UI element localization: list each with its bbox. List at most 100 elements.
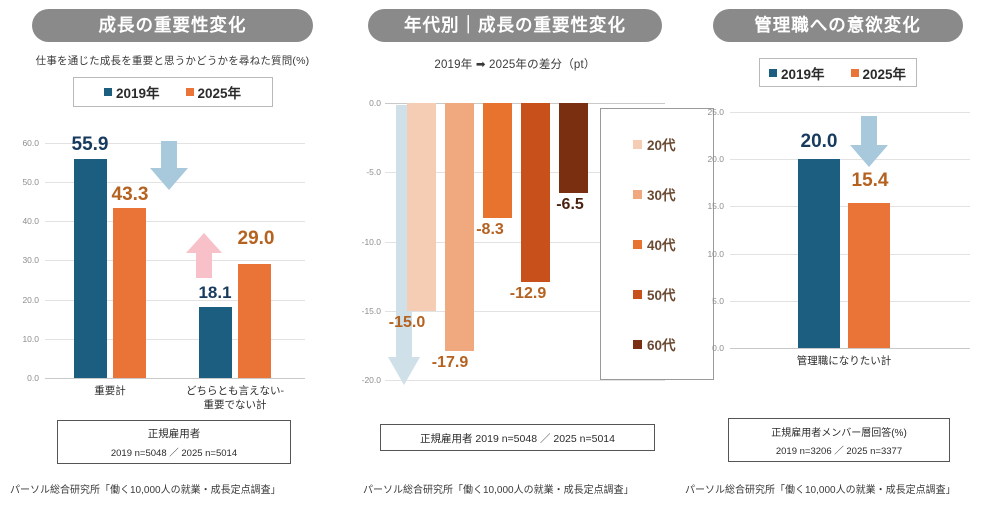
age-legend-item-30s[interactable]: 30代: [601, 184, 713, 204]
bar-age-40s[interactable]: [483, 103, 512, 218]
bar-2019-important[interactable]: [74, 159, 107, 378]
bar-2019-not-important[interactable]: [199, 307, 232, 378]
xlabel-not-important: どちらとも言えない- 重要でない計: [165, 384, 305, 412]
panel-1-note: 正規雇用者 2019 n=5048 ／ 2025 n=5014: [57, 420, 291, 464]
panel-2-title: 年代別｜成長の重要性変化: [368, 9, 662, 42]
legend-item-2025: 2025年: [185, 82, 242, 102]
gridline-20: [730, 159, 970, 160]
gridline-0: [45, 378, 305, 379]
legend-item-2019: 2019年: [103, 82, 160, 102]
gridline-20: [45, 300, 305, 301]
ytick-60: 60.0: [22, 138, 39, 148]
legend-item-2019: 2019年: [768, 63, 825, 83]
panel-2-plot: -15.0 -17.9 -8.3 -12.9 -6.5 0.0 -5.0 -10…: [362, 98, 665, 385]
value-age-20s: -15.0: [388, 314, 426, 331]
panel-1-note-line2: 2019 n=5048 ／ 2025 n=5014: [110, 448, 238, 459]
legend-swatch-2025: [185, 88, 194, 96]
ytick-0: 0.0: [27, 373, 39, 383]
age-label-30s: 30代: [647, 188, 676, 203]
panel-growth-importance: 成長の重要性変化 仕事を通じた成長を重要と思うかどうかを尋ねた質問(%) 201…: [0, 0, 345, 510]
panel-3-plot: 20.0 15.4 25.0 20.0 15.0 10.0 5.0 0.0 管理…: [707, 107, 970, 367]
legend-swatch-2025: [850, 68, 859, 77]
value-age-30s: -17.9: [431, 354, 469, 371]
legend-label-2019: 2019年: [780, 66, 825, 82]
xlabel-want-manager: 管理職になりたい計: [796, 355, 892, 367]
down-arrow-management: [850, 116, 888, 167]
ytick-10: 10.0: [22, 334, 39, 344]
panel-1-note-line1: 正規雇用者: [147, 428, 201, 440]
xlabel-important: 重要計: [94, 385, 126, 397]
ytick-0: 0.0: [369, 98, 381, 108]
panel-3-source: パーソル総合研究所「働く10,000人の就業・成長定点調査」: [685, 485, 956, 496]
ytick-50: 50.0: [22, 177, 39, 187]
ytick-10: 10.0: [707, 249, 724, 259]
value-2025-not-important: 29.0: [237, 228, 275, 249]
down-arrow-important: [150, 141, 188, 190]
ytick-5: 5.0: [712, 296, 724, 306]
panel-2-subtitle: 2019年 ➡ 2025年の差分（pt）: [434, 59, 596, 71]
age-label-20s: 20代: [647, 138, 676, 153]
panel-3-note-line1: 正規雇用者メンバー層回答(%): [771, 428, 907, 439]
value-age-50s: -12.9: [509, 285, 547, 302]
value-2025-important: 43.3: [111, 184, 149, 205]
value-2019-important: 55.9: [71, 134, 109, 155]
ytick-20: 20.0: [22, 295, 39, 305]
age-swatch-20s: [633, 139, 642, 149]
legend-label-2025: 2025年: [197, 86, 242, 101]
age-label-60s: 60代: [647, 338, 676, 353]
panel-2-note: 正規雇用者 2019 n=5048 ／ 2025 n=5014: [380, 424, 655, 451]
ytick-0: 0.0: [712, 343, 724, 353]
panel-3-legend: 2019年 2025年: [758, 58, 917, 87]
legend-swatch-2019: [103, 88, 112, 96]
value-2019-not-important: 18.1: [198, 283, 232, 302]
age-legend-item-40s[interactable]: 40代: [601, 234, 713, 254]
value-2019-want-manager: 20.0: [800, 131, 838, 152]
legend-swatch-2019: [768, 68, 777, 77]
bar-age-30s[interactable]: [445, 103, 474, 351]
age-legend-item-20s[interactable]: 20代: [601, 134, 713, 154]
panel-2-source: パーソル総合研究所「働く10,000人の就業・成長定点調査」: [363, 485, 634, 496]
xlabel-not-important-line2: 重要でない計: [203, 399, 267, 411]
panel-2-age-legend: 20代 30代 40代 50代 60代: [600, 108, 714, 380]
age-legend-item-50s[interactable]: 50代: [601, 284, 713, 304]
age-legend-item-60s[interactable]: 60代: [601, 334, 713, 354]
panel-growth-by-age: 年代別｜成長の重要性変化 2019年 ➡ 2025年の差分（pt） -15.0 …: [345, 0, 714, 510]
panel-3-note-line2: 2019 n=3206 ／ 2025 n=3377: [775, 446, 903, 457]
ytick-15: 15.0: [707, 201, 724, 211]
bar-age-50s[interactable]: [521, 103, 550, 282]
ytick-minus10: -10.0: [361, 237, 381, 247]
up-arrow-not-important: [186, 233, 222, 278]
panel-1-title: 成長の重要性変化: [32, 9, 313, 42]
panel-1-subtitle: 仕事を通じた成長を重要と思うかどうかを尋ねた質問(%): [35, 55, 310, 67]
legend-item-2025: 2025年: [850, 63, 907, 83]
panel-2-note-line1: 正規雇用者 2019 n=5048 ／ 2025 n=5014: [420, 433, 615, 445]
panel-3-title: 管理職への意欲変化: [712, 9, 963, 42]
bar-2025-important[interactable]: [113, 208, 146, 378]
value-age-40s: -8.3: [476, 221, 504, 238]
ytick-40: 40.0: [22, 216, 39, 226]
ytick-25: 25.0: [707, 107, 724, 117]
gridline-minus15: [385, 311, 665, 312]
panel-management-motivation: 管理職への意欲変化 2019年 2025年: [685, 0, 990, 510]
gridline-0: [730, 348, 970, 349]
age-label-40s: 40代: [647, 238, 676, 253]
ytick-30: 30.0: [22, 255, 39, 265]
ytick-minus15: -15.0: [361, 306, 381, 316]
ytick-20: 20.0: [707, 154, 724, 164]
bar-2025-not-important[interactable]: [238, 264, 271, 378]
legend-label-2025: 2025年: [862, 66, 907, 82]
ytick-minus20: -20.0: [361, 375, 381, 385]
bar-age-60s[interactable]: [559, 103, 588, 193]
age-swatch-50s: [633, 289, 642, 299]
gridline-minus20: [385, 380, 665, 381]
bar-2025-want-manager[interactable]: [848, 203, 890, 348]
age-swatch-40s: [633, 239, 642, 249]
gridline-30: [45, 260, 305, 261]
ytick-minus5: -5.0: [366, 167, 381, 177]
age-label-50s: 50代: [647, 288, 676, 303]
bar-age-20s[interactable]: [407, 103, 436, 311]
age-swatch-60s: [633, 339, 642, 349]
panel-3-note: 正規雇用者メンバー層回答(%) 2019 n=3206 ／ 2025 n=337…: [728, 418, 950, 462]
bar-2019-want-manager[interactable]: [798, 159, 840, 348]
